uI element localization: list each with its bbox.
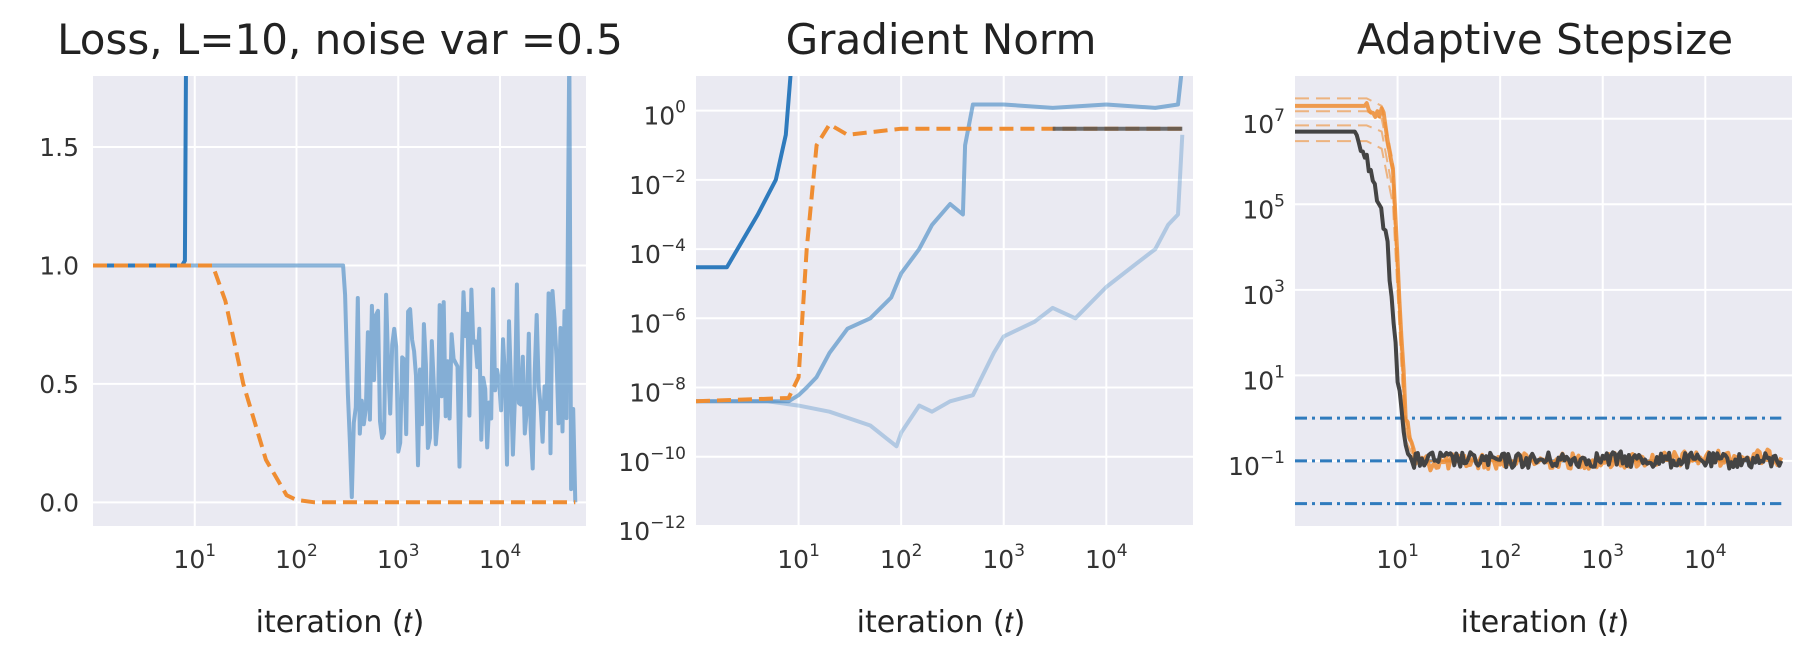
- x-tick-label: 104: [1085, 541, 1128, 574]
- gradient-norm-panel: Gradient Norm iteration (𝑡) 10−12 10−10 10…: [618, 15, 1193, 640]
- adaptive-stepsize-panel-title: Adaptive Stepsize: [1357, 15, 1733, 64]
- x-tick-label: 101: [1376, 541, 1419, 574]
- y-tick-label: 103: [1242, 277, 1285, 310]
- series-line: [1295, 129, 1784, 471]
- y-tick-label: 10−10: [618, 444, 686, 477]
- series-line: [696, 122, 1183, 404]
- series-group: [93, 76, 578, 505]
- series-line: [93, 263, 576, 505]
- x-tick-label: 104: [1684, 541, 1727, 574]
- series-group: [696, 76, 1185, 449]
- x-tick-label: 103: [982, 541, 1025, 574]
- y-tick-label: 10−2: [629, 167, 686, 200]
- gradient-norm-panel-xlabel: iteration (𝑡): [857, 605, 1026, 640]
- loss-panel-title: Loss, L=10, noise var =0.5: [57, 15, 623, 64]
- x-tick-label: 104: [479, 541, 522, 574]
- series-line: [696, 134, 1185, 449]
- x-tick-label: 103: [1581, 541, 1624, 574]
- y-tick-label: 10−12: [618, 513, 686, 546]
- adaptive-stepsize-panel: Adaptive Stepsize iteration (𝑡) 10−1 101 1…: [1228, 15, 1792, 640]
- loss-panel-xlabel: iteration (𝑡): [256, 605, 425, 640]
- y-tick-label: 1.0: [39, 251, 79, 280]
- y-tick-label: 105: [1242, 191, 1285, 224]
- y-tick-label: 107: [1242, 106, 1285, 139]
- x-tick-label: 102: [1479, 541, 1522, 574]
- series-line: [696, 76, 793, 270]
- y-tick-label: 10−8: [629, 375, 686, 408]
- loss-panel: Loss, L=10, noise var =0.5 iteration (𝑡)…: [39, 15, 623, 640]
- series-group: [1295, 97, 1784, 506]
- x-tick-label: 102: [880, 541, 923, 574]
- plot-area: [696, 76, 1193, 526]
- series-line: [696, 76, 1184, 404]
- x-tick-label: 101: [777, 541, 820, 574]
- y-tick-label: 10−1: [1228, 448, 1285, 481]
- y-tick-label: 101: [1242, 362, 1285, 395]
- plot-area: [93, 76, 586, 526]
- adaptive-stepsize-panel-xlabel: iteration (𝑡): [1461, 605, 1630, 640]
- x-tick-label: 102: [275, 541, 318, 574]
- y-tick-label: 0.0: [39, 488, 79, 517]
- y-tick-label: 10−4: [629, 236, 686, 269]
- y-tick-label: 10−6: [629, 305, 686, 338]
- gradient-norm-panel-title: Gradient Norm: [786, 15, 1097, 64]
- x-tick-label: 103: [377, 541, 420, 574]
- y-tick-label: 0.5: [39, 370, 79, 399]
- x-tick-label: 101: [173, 541, 216, 574]
- y-tick-label: 1.5: [39, 133, 79, 162]
- y-tick-label: 100: [643, 98, 686, 131]
- series-line: [93, 76, 578, 503]
